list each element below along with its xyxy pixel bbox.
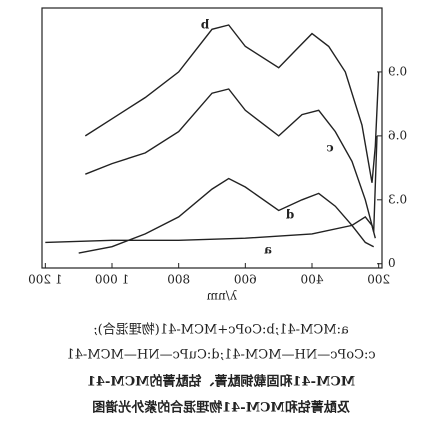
x-tick-label: 1 000 [95, 273, 129, 287]
x-axis-label: λ/nm [206, 289, 237, 303]
caption-line: MCM-41和固载铜酞菁、钴酞菁的MCM-41 [87, 374, 355, 390]
line-series [45, 215, 376, 244]
y-tick-label: 0 [388, 256, 396, 270]
caption-line: 及酞菁钴和MCM-41物理混合的紫外光谱图 [92, 400, 350, 416]
x-tick-label: 1 200 [28, 273, 62, 287]
caption-line: a:MCM-41;b:CoPc+MCM-41(物理混合); [93, 323, 348, 338]
series-label: d [285, 208, 294, 222]
line-series [78, 177, 375, 254]
series-label: c [326, 141, 333, 155]
line-series [84, 24, 380, 183]
frame [41, 7, 383, 269]
y-tick-label: 0.3 [388, 192, 407, 206]
y-tick-label: 0.6 [388, 128, 407, 142]
series-label: a [264, 243, 272, 257]
y-tick-label: 0.9 [388, 64, 407, 78]
caption-line: c:CoPc—NH—MCM-41;d:CuPc—NH—MCM-41 [66, 348, 375, 363]
x-tick-label: 200 [367, 273, 390, 287]
line-series [85, 88, 378, 232]
series-label: b [201, 18, 209, 32]
x-tick-label: 800 [167, 273, 190, 287]
x-tick-label: 600 [234, 273, 257, 287]
x-tick-label: 400 [301, 273, 324, 287]
